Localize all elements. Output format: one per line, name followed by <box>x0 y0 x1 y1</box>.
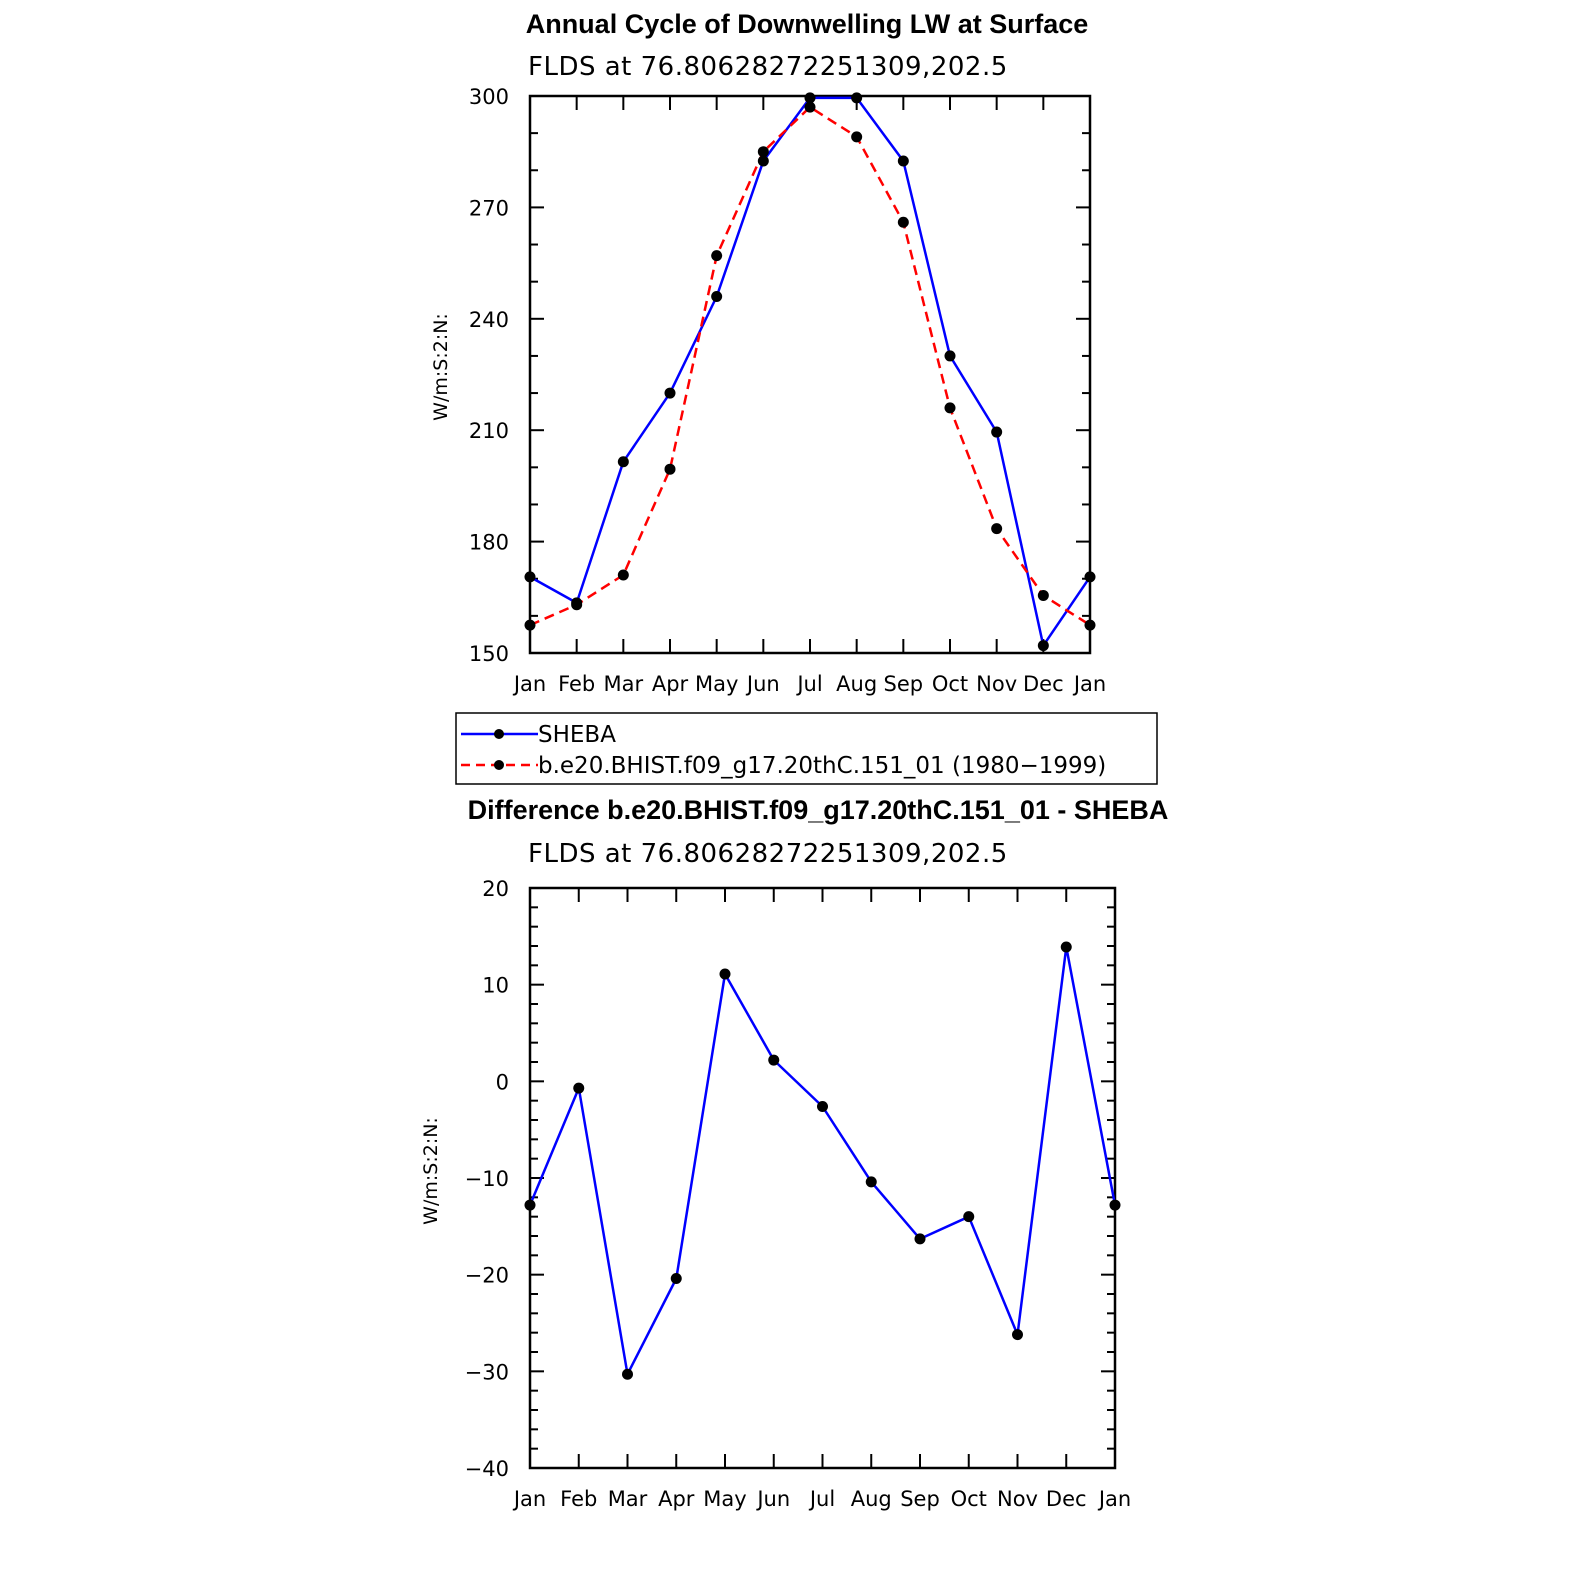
chart1-ylabel: W/m:S:2:N: <box>430 313 452 421</box>
chart1-series-2-point <box>944 402 956 414</box>
chart2-series-1-point <box>670 1273 682 1285</box>
chart1-series-2-point <box>804 101 816 113</box>
chart2-ytick-label: −20 <box>465 1264 509 1288</box>
chart1-ytick-label: 300 <box>469 85 509 109</box>
chart1-series-2-point <box>1084 619 1096 631</box>
chart1-series-2-line <box>529 105 1091 627</box>
chart2-xtick-label: May <box>703 1487 746 1511</box>
chart2-series-1-point <box>817 1100 828 1112</box>
chart1-xtick-label: Apr <box>652 672 689 696</box>
chart2-series-1-point <box>768 1054 780 1066</box>
chart1-legend: SHEBA b.e20.BHIST.f09_g17.20thC.151_01 (… <box>455 712 1158 785</box>
chart1-xtick-label: Sep <box>884 672 924 696</box>
chart2-frame <box>528 886 1117 1470</box>
chart1-xtick-label: Jan <box>1072 672 1106 696</box>
chart2-ytick-label: 10 <box>482 974 509 998</box>
chart1-series-1-line <box>529 96 1092 647</box>
chart1-xtick-label: Jul <box>795 672 822 696</box>
chart1-series-1-point <box>991 426 1003 438</box>
chart1-series-1-point <box>617 456 629 468</box>
chart1-series-2-point <box>711 250 723 262</box>
chart2-xtick-label: Jan <box>512 1487 546 1511</box>
chart2-xtick-label: Mar <box>608 1487 648 1511</box>
chart1-xtick-label: Feb <box>558 672 595 696</box>
chart1-series-1-point <box>897 155 909 167</box>
chart2-xtick-label: Sep <box>900 1487 940 1511</box>
chart2-xtick-label: Feb <box>560 1487 597 1511</box>
legend-sheba-marker <box>494 729 504 739</box>
chart1-xtick-label: Oct <box>932 672 968 696</box>
legend-box <box>455 712 1158 785</box>
chart1-plot-area: 150 180 210 240 270 300 Jan Feb Mar Apr May Jun Jul A… <box>469 85 1106 696</box>
chart1-series-2-point <box>757 146 769 158</box>
chart1-ytick-label: 150 <box>469 642 509 666</box>
chart2-xtick-label: Jan <box>1097 1487 1131 1511</box>
chart2-ylabel: W/m:S:2:N: <box>420 1117 442 1225</box>
chart2-xtick-label: Apr <box>658 1487 695 1511</box>
chart1-subtitle: FLDS at 76.80628272251309,202.5 <box>528 52 1008 82</box>
chart1-series-2-point <box>617 569 629 581</box>
chart2-xtick-label: Nov <box>997 1487 1038 1511</box>
chart1-xtick-label: Jan <box>512 672 546 696</box>
chart2-title: Difference b.e20.BHIST.f09_g17.20thC.151… <box>468 795 1169 825</box>
chart1-series-1-point <box>1037 640 1049 652</box>
chart2-subtitle: FLDS at 76.80628272251309,202.5 <box>528 839 1008 869</box>
chart1-series-1-point <box>664 387 676 399</box>
chart1-series-1-point <box>1084 571 1096 583</box>
chart1-frame <box>528 94 1092 655</box>
chart1-ytick-label: 210 <box>469 419 509 443</box>
chart2-ytick-label: −40 <box>465 1457 509 1481</box>
legend-model-marker <box>494 760 504 770</box>
legend-model-label: b.e20.BHIST.f09_g17.20thC.151_01 (1980−1… <box>538 753 1106 779</box>
chart2-ytick-label: 20 <box>482 877 509 901</box>
chart1-xtick-label: Mar <box>604 672 644 696</box>
chart2-series-1-point <box>622 1368 633 1380</box>
chart1-series-1-point <box>757 155 769 167</box>
chart2-series-1-point <box>963 1211 975 1223</box>
chart1-title: Annual Cycle of Downwelling LW at Surfac… <box>526 9 1089 39</box>
chart2-ytick-label: 0 <box>496 1070 509 1094</box>
chart2-series-1-point <box>573 1082 585 1094</box>
chart1-series-2-point <box>897 216 909 228</box>
chart2-series-1-point <box>524 1199 536 1211</box>
legend-sheba-label: SHEBA <box>538 722 616 748</box>
chart1-series-2-point <box>524 619 536 631</box>
chart1-series-1-point <box>851 92 863 104</box>
chart2-series-1-point <box>865 1176 877 1188</box>
chart1-series-2-point <box>851 131 863 143</box>
chart1-xtick-label: Dec <box>1023 672 1064 696</box>
chart2-xtick-label: Oct <box>951 1487 987 1511</box>
chart2-series-1-point <box>1060 941 1072 953</box>
chart1-series-1-point <box>524 571 536 583</box>
chart1-xtick-label: Jun <box>745 672 780 696</box>
chart2-ytick-label: −30 <box>465 1360 509 1384</box>
chart1-ytick-label: 240 <box>469 308 509 332</box>
chart1-series-2-point <box>991 523 1003 535</box>
chart2-series-1-point <box>914 1233 926 1245</box>
chart2-series-1-point <box>1012 1329 1023 1341</box>
chart2-xtick-label: Jul <box>808 1487 835 1511</box>
chart2-ytick-label: −10 <box>465 1167 509 1191</box>
chart2-series-1-line <box>528 945 1117 1376</box>
chart1-ytick-label: 270 <box>469 196 509 220</box>
chart1-xtick-label: Nov <box>976 672 1017 696</box>
chart2-xtick-label: Jun <box>755 1487 790 1511</box>
chart1-ytick-label: 180 <box>469 531 509 555</box>
chart1-series-1-point <box>804 92 816 104</box>
chart1-series-1-point <box>711 291 723 303</box>
chart1-xtick-label: May <box>695 672 738 696</box>
chart1-series-2-point <box>1037 589 1049 601</box>
chart1-series-1-point <box>944 350 956 362</box>
chart2-xtick-label: Dec <box>1046 1487 1087 1511</box>
chart2-series-1-point <box>1109 1199 1121 1211</box>
chart1-series-2-point <box>571 599 583 611</box>
chart2-series-1-point <box>719 968 731 980</box>
chart1-series-2-point <box>664 463 676 475</box>
chart2-xtick-label: Aug <box>851 1487 892 1511</box>
chart1-xtick-label: Aug <box>836 672 877 696</box>
